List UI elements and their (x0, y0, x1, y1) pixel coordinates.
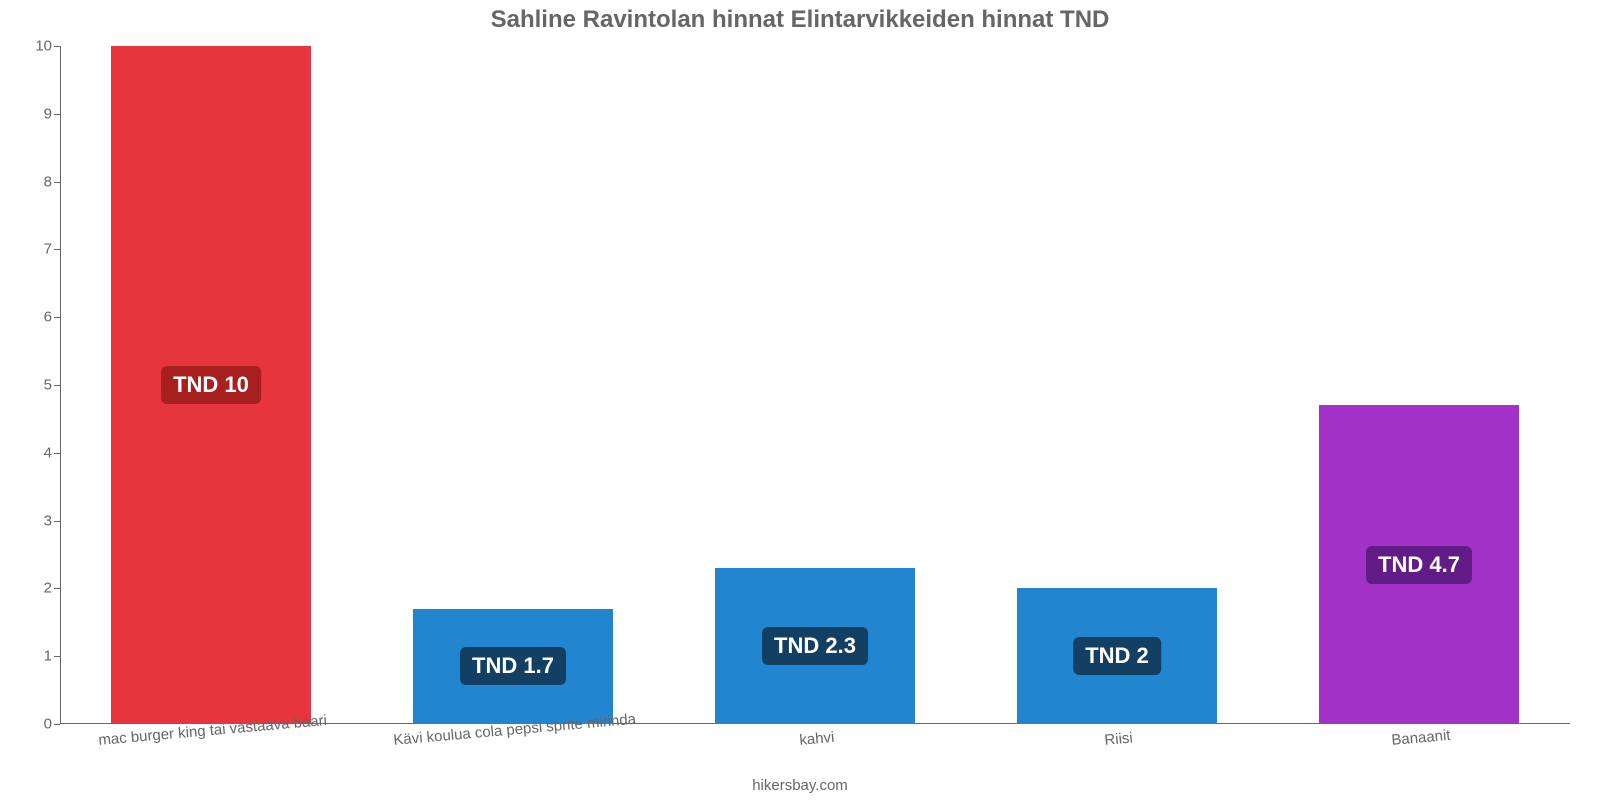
y-tick-mark (54, 521, 60, 522)
x-tick-label: Riisi (1104, 729, 1134, 748)
chart-title: Sahline Ravintolan hinnat Elintarvikkeid… (0, 6, 1600, 34)
y-tick-mark (54, 453, 60, 454)
y-tick-mark (54, 385, 60, 386)
source-text: hikersbay.com (0, 777, 1600, 794)
bar-value-label: TND 2 (1073, 637, 1161, 675)
y-tick-mark (54, 46, 60, 47)
y-tick-mark (54, 114, 60, 115)
y-tick-mark (54, 656, 60, 657)
y-tick-mark (54, 588, 60, 589)
bar-value-label: TND 2.3 (762, 627, 868, 665)
y-axis-line (60, 46, 61, 724)
bar-value-label: TND 4.7 (1366, 546, 1472, 584)
bar-chart: Sahline Ravintolan hinnat Elintarvikkeid… (0, 0, 1600, 800)
plot-area: 012345678910TND 10mac burger king tai va… (60, 46, 1570, 724)
y-tick-mark (54, 317, 60, 318)
x-tick-label: kahvi (798, 729, 834, 749)
x-tick-label: Banaanit (1390, 727, 1450, 749)
bar-value-label: TND 10 (161, 366, 261, 404)
bar-value-label: TND 1.7 (460, 647, 566, 685)
y-tick-mark (54, 249, 60, 250)
y-tick-mark (54, 724, 60, 725)
y-tick-mark (54, 182, 60, 183)
